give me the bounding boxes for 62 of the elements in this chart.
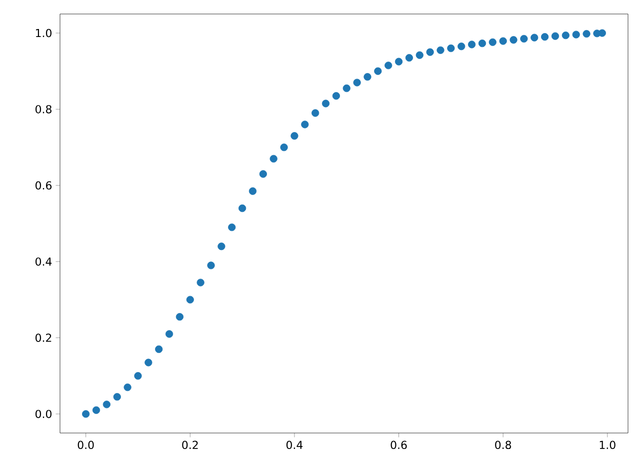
x-tick-label: 0.2	[182, 440, 198, 450]
point	[218, 242, 226, 250]
point	[488, 38, 496, 46]
point	[165, 330, 174, 338]
point	[155, 345, 163, 353]
point	[551, 32, 560, 40]
point	[134, 372, 142, 380]
point	[238, 204, 246, 212]
point	[499, 37, 507, 45]
point	[196, 278, 204, 286]
point	[207, 262, 215, 270]
x-tick-label: 0.8	[495, 440, 512, 450]
point	[572, 30, 580, 38]
point	[248, 187, 257, 195]
point	[92, 406, 100, 414]
point	[353, 78, 361, 86]
point	[405, 54, 413, 62]
point	[113, 393, 121, 401]
point	[530, 34, 538, 42]
point	[478, 40, 486, 48]
point	[270, 154, 278, 163]
x-tick-label: 1.0	[600, 440, 616, 450]
point	[426, 48, 434, 56]
point	[124, 383, 132, 392]
x-tick-label: 0.6	[390, 440, 407, 450]
point	[290, 132, 298, 140]
point	[102, 400, 110, 408]
point	[541, 33, 549, 41]
point	[468, 40, 476, 48]
y-tick-label: 0.6	[36, 181, 52, 190]
x-tick-label: 0.4	[286, 440, 303, 450]
point	[176, 313, 184, 321]
y-tick-label: 0.0	[36, 410, 52, 418]
point	[312, 109, 320, 117]
point	[384, 62, 392, 70]
point	[416, 51, 424, 59]
y-tick-label: 0.2	[36, 334, 52, 342]
point	[228, 224, 236, 232]
point	[562, 32, 570, 40]
point	[144, 358, 152, 366]
point	[342, 84, 350, 92]
y-tick-label: 1.0	[36, 28, 52, 38]
y-tick-label: 0.4	[36, 257, 52, 266]
point	[322, 100, 330, 108]
point	[301, 120, 309, 128]
point	[280, 144, 288, 152]
point	[582, 30, 590, 38]
point	[364, 73, 372, 81]
point	[332, 92, 340, 100]
point	[458, 42, 466, 50]
point	[510, 36, 518, 44]
y-tick-label: 0.8	[36, 105, 52, 114]
point	[259, 170, 267, 178]
point	[436, 46, 444, 54]
point	[520, 34, 528, 43]
point	[447, 44, 455, 52]
x-tick-label: 0.0	[78, 440, 94, 450]
point	[394, 58, 403, 66]
point	[186, 296, 194, 304]
point	[374, 67, 382, 75]
point	[598, 29, 606, 37]
point	[82, 410, 90, 418]
